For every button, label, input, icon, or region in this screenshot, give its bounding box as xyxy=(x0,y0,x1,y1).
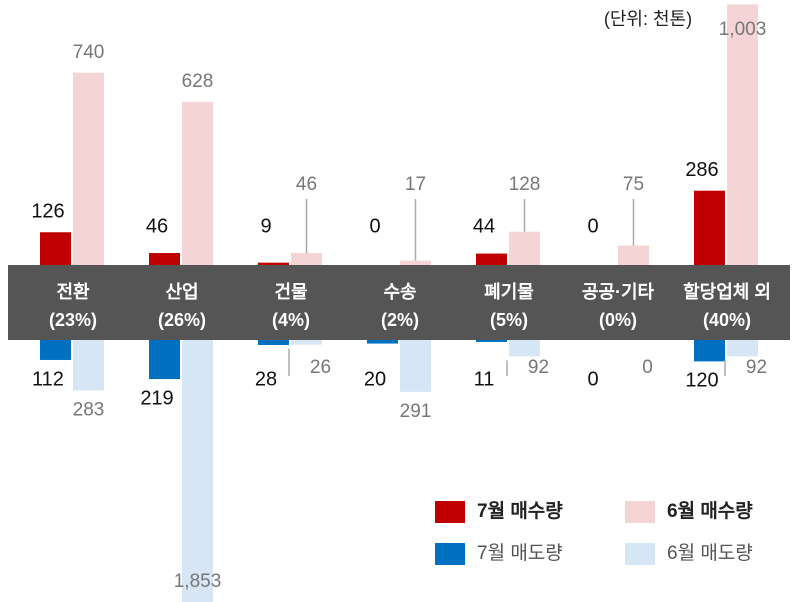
category-label: 폐기물 xyxy=(484,282,534,302)
legend-label: 7월 매수량 xyxy=(477,500,563,522)
value-label: 0 xyxy=(369,215,380,237)
category-share: (0%) xyxy=(599,310,637,330)
value-label: 26 xyxy=(310,357,331,378)
bar xyxy=(509,340,540,357)
legend-swatch xyxy=(435,543,465,565)
value-label: 291 xyxy=(400,401,432,422)
bar xyxy=(149,253,180,265)
category-label: 공공·기타 xyxy=(582,282,655,302)
category-label: 전환 xyxy=(56,281,90,302)
bar xyxy=(73,72,104,266)
value-label: 740 xyxy=(73,42,105,63)
category-share: (26%) xyxy=(158,310,206,330)
category-label: 수송 xyxy=(383,282,416,302)
value-label: 11 xyxy=(474,368,495,390)
bar xyxy=(727,340,758,357)
bar xyxy=(40,340,71,360)
value-label: 75 xyxy=(623,174,644,195)
category-share: (2%) xyxy=(381,310,419,330)
category-share: (4%) xyxy=(272,310,310,330)
value-label: 20 xyxy=(364,368,386,390)
bar xyxy=(694,190,725,265)
unit-note: (단위: 천톤) xyxy=(604,9,692,29)
bar xyxy=(291,253,322,265)
bar xyxy=(258,340,289,345)
value-label: 1,003 xyxy=(719,19,767,40)
bar xyxy=(476,340,507,342)
bar xyxy=(400,260,431,265)
value-label: 219 xyxy=(140,387,173,409)
legend-swatch xyxy=(625,543,655,565)
value-label: 0 xyxy=(587,215,598,237)
value-label: 120 xyxy=(685,370,718,392)
value-label: 92 xyxy=(746,357,767,378)
value-label: 112 xyxy=(32,368,64,390)
category-label: 산업 xyxy=(165,282,198,302)
value-label: 92 xyxy=(528,357,549,378)
bar xyxy=(258,262,289,265)
category-share: (5%) xyxy=(490,310,528,330)
bar xyxy=(40,232,71,265)
bar xyxy=(291,340,322,345)
bar xyxy=(182,340,213,602)
value-label: 9 xyxy=(260,215,271,237)
value-label: 283 xyxy=(73,399,105,420)
value-label: 46 xyxy=(296,174,317,195)
category-label: 건물 xyxy=(274,282,307,302)
value-label: 46 xyxy=(146,215,168,237)
value-label: 628 xyxy=(182,71,214,92)
legend-swatch xyxy=(625,501,655,523)
value-label: 1,853 xyxy=(174,571,222,592)
bar xyxy=(400,340,431,392)
bar xyxy=(367,340,398,344)
bar xyxy=(727,4,758,266)
value-label: 17 xyxy=(405,174,426,195)
legend-label: 6월 매수량 xyxy=(667,500,753,522)
category-share: (23%) xyxy=(49,310,97,330)
bar xyxy=(149,340,180,380)
legend-label: 7월 매도량 xyxy=(477,542,563,564)
value-label: 286 xyxy=(685,159,718,181)
legend-swatch xyxy=(435,501,465,523)
bar xyxy=(509,231,540,265)
bar xyxy=(73,340,104,391)
bar xyxy=(182,101,213,265)
legend-label: 6월 매도량 xyxy=(667,542,753,564)
value-label: 44 xyxy=(473,215,495,237)
value-label: 0 xyxy=(642,357,653,378)
category-share: (40%) xyxy=(703,310,751,330)
value-label: 126 xyxy=(31,201,64,223)
category-band xyxy=(8,265,790,340)
category-label: 할당업체 외 xyxy=(683,281,771,302)
value-label: 128 xyxy=(509,174,541,195)
bar xyxy=(618,245,649,265)
value-label: 28 xyxy=(255,368,277,390)
bar xyxy=(694,340,725,362)
value-label: 0 xyxy=(587,368,598,390)
bar xyxy=(476,253,507,265)
